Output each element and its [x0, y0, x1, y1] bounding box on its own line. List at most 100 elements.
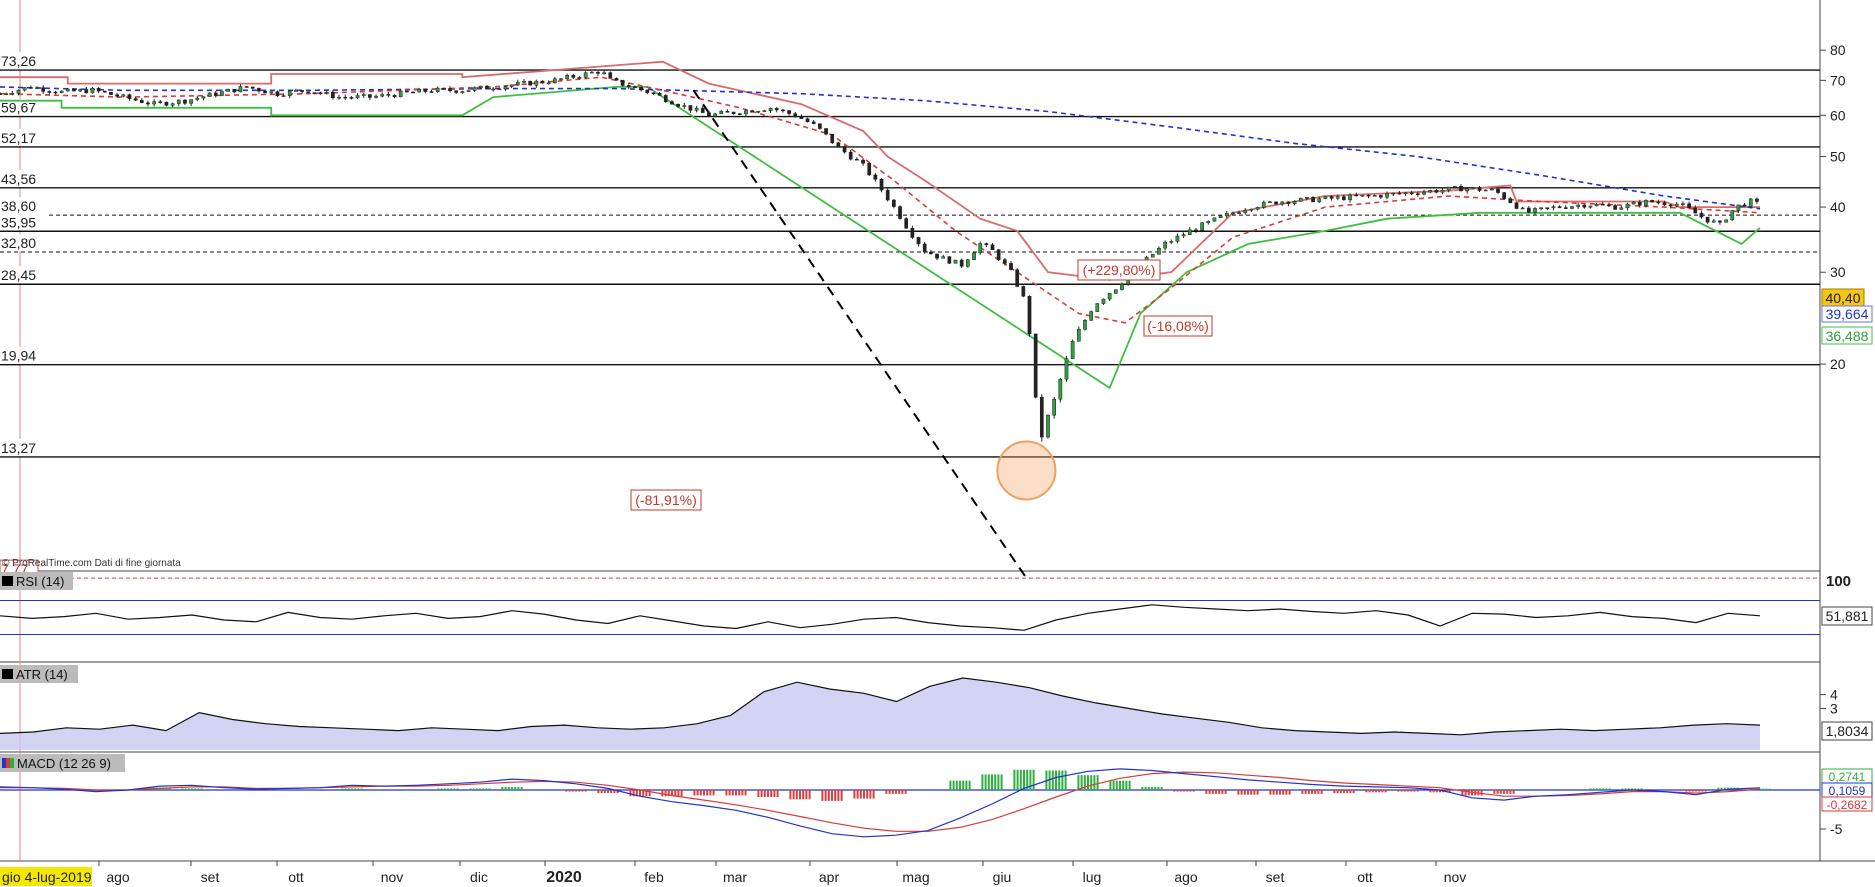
- macd-histogram-bar: [805, 790, 808, 800]
- candle-body: [1224, 213, 1229, 217]
- atr-title: ATR (14): [16, 667, 68, 682]
- annotation-rise-text: (+229,80%): [1083, 262, 1156, 278]
- macd-histogram-bar: [1275, 790, 1278, 795]
- candle-body: [1582, 204, 1587, 208]
- macd-histogram-bar: [351, 788, 353, 790]
- candle-body: [478, 85, 483, 88]
- macd-histogram-bar: [1634, 788, 1637, 790]
- candle-body: [466, 90, 471, 92]
- macd-histogram-bar: [1467, 790, 1470, 796]
- candle-body: [1033, 333, 1038, 398]
- candle-body: [1718, 220, 1722, 223]
- level-label: 52,17: [1, 130, 36, 146]
- candle-body: [349, 97, 354, 99]
- macd-histogram-bar: [1205, 790, 1208, 794]
- last-atr-text: 1,8034: [1826, 723, 1869, 739]
- long-moving-average: [0, 86, 1761, 210]
- level-label-bg: [0, 266, 46, 284]
- macd-histogram-bar: [1304, 790, 1307, 794]
- macd-histogram-bar: [1125, 780, 1128, 790]
- macd-histogram-bar: [1128, 780, 1131, 790]
- atr-y-tick: 4: [1830, 687, 1838, 703]
- macd-histogram-bar: [475, 788, 478, 790]
- macd-histogram-bar: [565, 790, 568, 792]
- macd-histogram-bar: [789, 790, 792, 800]
- macd-histogram-bar: [1336, 790, 1339, 794]
- macd-histogram-bar: [360, 788, 363, 790]
- macd-histogram-bar: [1093, 775, 1096, 790]
- candle-body: [127, 94, 132, 99]
- macd-histogram-bar: [1253, 790, 1256, 795]
- macd-histogram-bar: [863, 790, 865, 799]
- macd-histogram-bar: [757, 790, 760, 798]
- candle-body: [929, 251, 933, 255]
- candle-body: [688, 105, 693, 111]
- candle-body: [269, 91, 274, 94]
- macd-histogram-bar: [1688, 790, 1691, 792]
- macd-histogram-bar: [488, 788, 491, 790]
- macd-histogram-bar: [1157, 786, 1160, 790]
- level-label-bg: [0, 197, 46, 215]
- candle-body: [515, 81, 520, 86]
- macd-histogram-bar: [712, 790, 715, 796]
- macd-histogram-bar: [453, 788, 456, 790]
- candle-body: [1755, 198, 1759, 202]
- macd-histogram-bar: [1311, 790, 1313, 794]
- x-tick-label: ago: [1174, 869, 1198, 885]
- macd-histogram-bar: [661, 790, 664, 797]
- macd-histogram-bar: [1272, 790, 1275, 795]
- macd-histogram-bar: [1704, 790, 1707, 792]
- candle-body: [90, 87, 95, 94]
- macd-histogram-bar: [1496, 790, 1499, 794]
- macd-histogram-bar: [341, 788, 344, 790]
- macd-histogram-bar: [1509, 790, 1512, 794]
- macd-histogram-bar: [1055, 770, 1057, 790]
- short-moving-average: [0, 76, 1761, 324]
- macd-histogram-bar: [1154, 786, 1157, 790]
- macd-histogram-bar: [629, 790, 632, 797]
- macd-histogram-bar: [501, 786, 504, 790]
- candle-body: [1736, 204, 1741, 211]
- candle-body: [904, 218, 909, 229]
- macd-header[interactable]: MACD (12 26 9): [0, 754, 125, 772]
- candle-body: [4, 93, 9, 95]
- atr-header[interactable]: ATR (14): [0, 665, 78, 683]
- candle-body: [361, 94, 366, 96]
- rsi-header[interactable]: RSI (14): [0, 572, 73, 590]
- candle-body: [583, 72, 588, 78]
- macd-histogram-bar: [834, 790, 837, 801]
- macd-histogram-bar: [1343, 790, 1345, 794]
- candle-body: [355, 95, 360, 98]
- candle-body: [990, 244, 995, 250]
- candle-body: [195, 97, 200, 100]
- macd-histogram-bar: [517, 786, 520, 790]
- candle-body: [472, 87, 477, 91]
- macd-histogram-bar: [1023, 769, 1025, 790]
- macd-histogram-bar: [507, 786, 510, 790]
- candle-body: [546, 82, 551, 85]
- candle-body: [620, 79, 625, 86]
- macd-histogram-bar: [642, 790, 645, 797]
- candle-body: [1576, 204, 1580, 207]
- candle-body: [861, 159, 865, 164]
- candle-body: [318, 92, 323, 94]
- macd-histogram-bar: [1365, 790, 1368, 793]
- rsi-y-tick: 100: [1826, 573, 1851, 590]
- candle-body: [1243, 209, 1248, 213]
- candle-body: [774, 108, 779, 111]
- macd-histogram-bar: [674, 790, 677, 797]
- last-ma-text: 39,664: [1826, 306, 1869, 322]
- candle-body: [645, 89, 650, 94]
- x-tick-label: lug: [1083, 869, 1102, 885]
- candle-body: [306, 91, 311, 93]
- candle-body: [78, 89, 82, 92]
- macd-histogram-bar: [1599, 788, 1601, 790]
- macd-histogram-bar: [1301, 790, 1304, 794]
- macd-histogram-bar: [1115, 780, 1118, 790]
- candle-body: [1379, 195, 1383, 198]
- candle-body: [922, 243, 927, 253]
- macd-histogram-bar: [984, 774, 987, 790]
- macd-histogram-bar: [1051, 770, 1054, 790]
- macd-histogram-bar: [1368, 790, 1371, 793]
- candle-body: [1286, 201, 1291, 204]
